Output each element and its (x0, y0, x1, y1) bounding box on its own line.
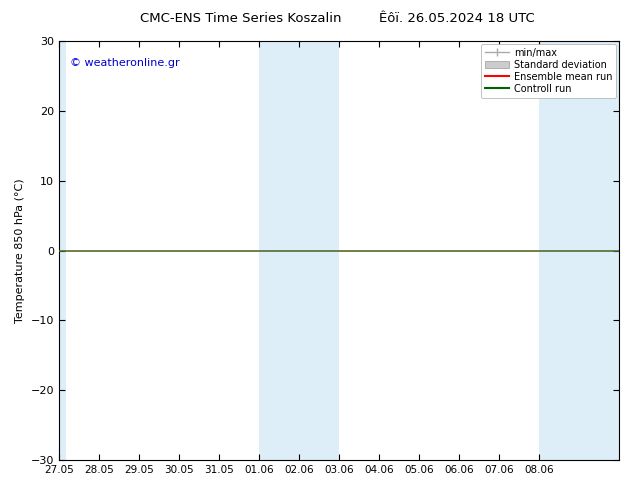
Bar (52, 41, 65, 460)
Bar (299, 41, 339, 460)
Y-axis label: Temperature 850 hPa (°C): Temperature 850 hPa (°C) (15, 178, 25, 323)
Bar (539, 41, 626, 460)
Text: Êôï. 26.05.2024 18 UTC: Êôï. 26.05.2024 18 UTC (378, 12, 534, 25)
Text: © weatheronline.gr: © weatheronline.gr (70, 58, 180, 68)
Text: CMC-ENS Time Series Koszalin: CMC-ENS Time Series Koszalin (140, 12, 342, 25)
Bar (259, 41, 299, 460)
Legend: min/max, Standard deviation, Ensemble mean run, Controll run: min/max, Standard deviation, Ensemble me… (481, 44, 616, 98)
